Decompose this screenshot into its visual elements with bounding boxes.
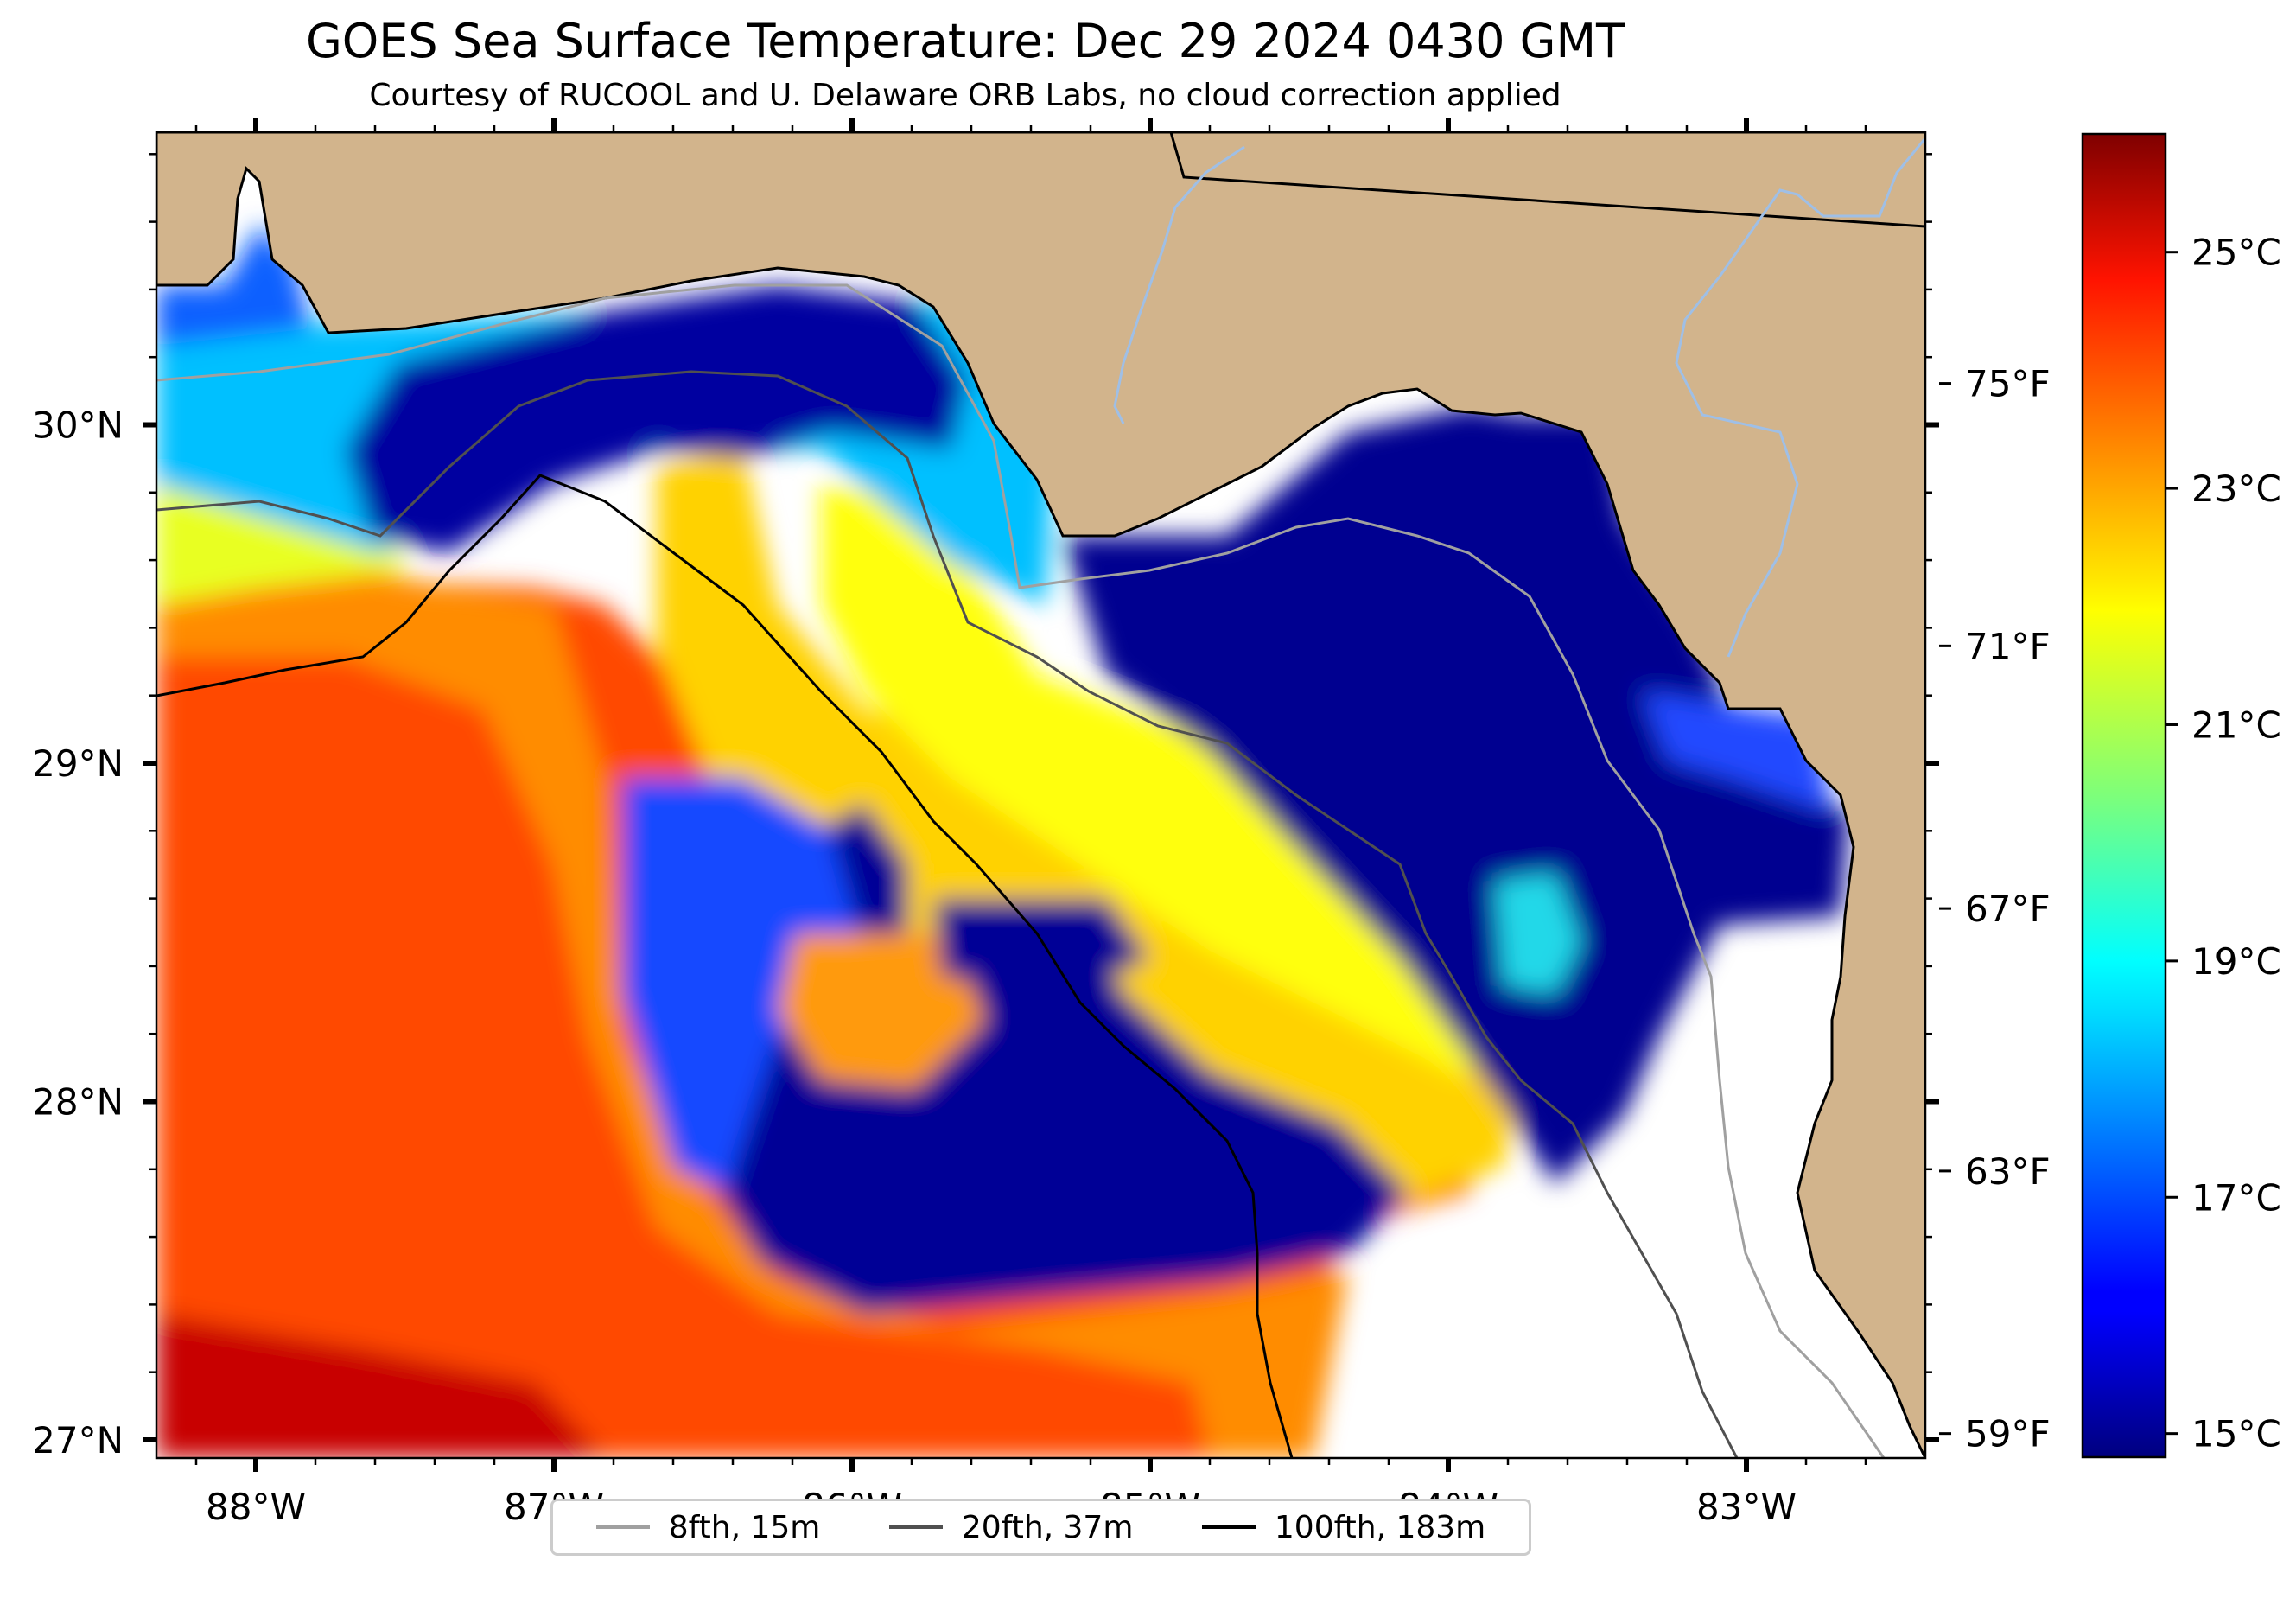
legend-swatch-100fth [1201,1525,1256,1529]
fahrenheit-label: 67°F [1965,888,2051,930]
celsius-label: 23°C [2191,468,2281,510]
sst-cold-islet [933,899,1149,994]
fahrenheit-label: 71°F [1965,625,2051,667]
fahrenheit-label: 63°F [1965,1150,2051,1193]
sst-orange-band [156,553,1348,1458]
celsius-label: 21°C [2191,704,2281,746]
lat-label: 28°N [32,1081,124,1124]
sst-blue-east [1642,691,1832,812]
lat-label: 27°N [32,1419,124,1462]
celsius-label: 25°C [2191,232,2281,274]
isobath-20fth [156,370,1739,1458]
map-ticks [143,118,1939,1472]
legend-item-100fth: 100fth, 183m [1201,1509,1486,1545]
state-border [1169,132,1925,228]
sst-blue-rim [622,778,864,1193]
isobath-100fth [156,474,1294,1458]
legend-item-20fth: 20fth, 37m [888,1509,1134,1545]
colorbar [2081,132,2167,1459]
lon-label: 88°W [206,1486,306,1528]
rivers [1113,137,1925,658]
sst-warm-patch [778,933,985,1089]
colorbar-ticks: 25°C 23°C 21°C 19°C 17°C 15°C 75°F 71°F 67°F 63°F… [1939,232,2281,1455]
sst-cold-pool-south [709,804,1409,1314]
map-subtitle: Courtesy of RUCOOL and U. Delaware ORB L… [369,78,1561,113]
sst-field [156,225,1849,1458]
sst-cyan-patch [1495,873,1581,994]
map-frame [155,131,1927,1460]
isobath-8fth [156,283,1886,1458]
lon-label: 83°W [1696,1486,1797,1528]
isobath-legend: 8fth, 15m 20fth, 37m 100fth, 183m [550,1499,1531,1556]
river-suwannee [1675,137,1925,658]
map-title: GOES Sea Surface Temperature: Dec 29 202… [305,14,1625,68]
map-area [156,132,1925,1458]
legend-item-8fth: 8fth, 15m [595,1509,821,1545]
legend-swatch-20fth [888,1525,943,1529]
river-apalachicola [1113,145,1245,424]
legend-label-8fth: 8fth, 15m [668,1509,821,1545]
fahrenheit-label: 75°F [1965,363,2051,405]
sst-hot-corner [156,1314,605,1458]
sst-cold-bigbend [1063,406,1849,1184]
legend-label-20fth: 20fth, 37m [961,1509,1134,1545]
lat-label: 30°N [32,404,124,447]
celsius-label: 15°C [2191,1413,2281,1455]
sst-cold-nearshore [346,285,968,553]
celsius-label: 19°C [2191,940,2281,983]
land-mass [156,132,1925,1458]
celsius-label: 17°C [2191,1176,2281,1219]
fahrenheit-label: 59°F [1965,1413,2051,1455]
lat-label: 29°N [32,742,124,785]
sst-yellow-central [821,484,1469,1080]
legend-swatch-8fth [595,1525,650,1529]
legend-label-100fth: 100fth, 183m [1274,1509,1486,1545]
